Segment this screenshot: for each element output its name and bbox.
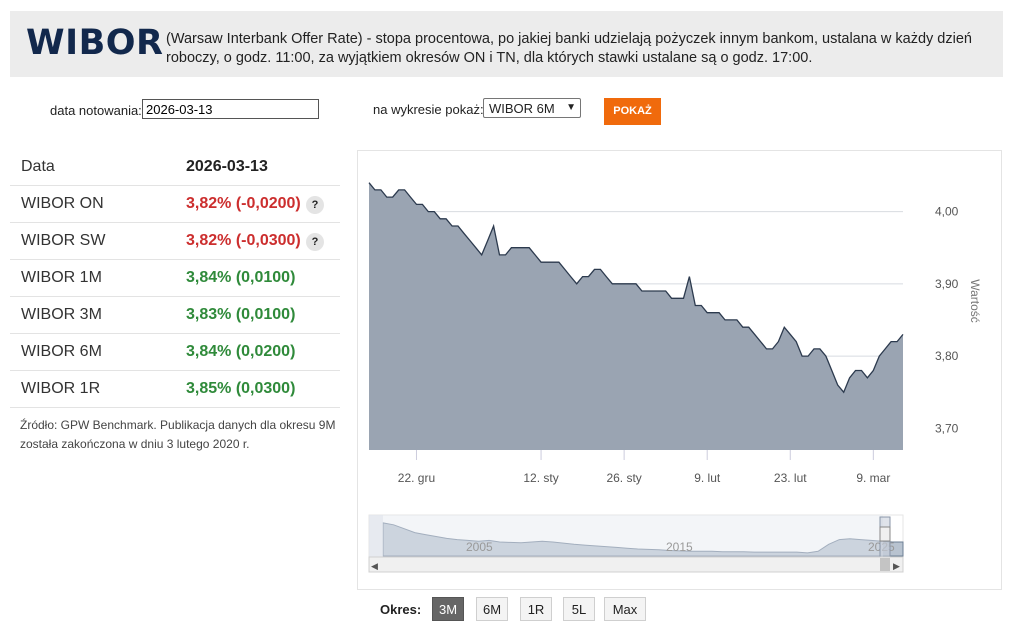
date-label: data notowania: <box>50 103 142 118</box>
table-row: WIBOR 1M 3,84% (0,0100) <box>10 260 340 297</box>
y-tick-label: 4,00 <box>935 205 959 219</box>
rate-value: 3,85% (0,0300) <box>186 380 296 397</box>
navigator[interactable]: 2005 2015 2025 ◀ ▶ <box>368 514 904 573</box>
help-icon[interactable]: ? <box>306 233 324 251</box>
x-tick-label: 26. sty <box>606 471 641 485</box>
rate-name: WIBOR 6M <box>21 343 102 360</box>
table-row: WIBOR 1R 3,85% (0,0300) <box>10 371 340 408</box>
x-tick-label: 9. lut <box>694 471 721 485</box>
chevron-down-icon: ▼ <box>566 102 576 113</box>
scroll-right-icon[interactable]: ▶ <box>893 561 900 571</box>
header-description: (Warsaw Interbank Offer Rate) - stopa pr… <box>166 31 972 66</box>
x-tick-label: 12. sty <box>523 471 558 485</box>
period-label: Okres: <box>380 602 422 617</box>
navigator-handle[interactable] <box>879 526 891 542</box>
chart-container: 4,00 3,90 3,80 3,70 22. gru 12. sty 26. sty 9.… <box>357 150 1002 590</box>
rate-value: 3,82% (-0,0300) <box>186 232 301 249</box>
wibor-logo: WIBOR <box>26 23 164 63</box>
date-input[interactable] <box>142 99 319 119</box>
header-banner: WIBOR (Warsaw Interbank Offer Rate) - st… <box>10 11 1003 77</box>
y-axis: 4,00 3,90 3,80 3,70 <box>935 205 959 436</box>
rate-chart: 4,00 3,90 3,80 3,70 22. gru 12. sty 26. sty 9.… <box>368 182 982 573</box>
table-row: WIBOR ON 3,82% (-0,0200) ? <box>10 186 340 223</box>
scroll-left-icon[interactable]: ◀ <box>371 561 378 571</box>
y-axis-title: Wartość <box>968 279 982 323</box>
rate-value: 3,84% (0,0100) <box>186 269 296 286</box>
table-row: WIBOR SW 3,82% (-0,0300) ? <box>10 223 340 260</box>
chart-select-label: na wykresie pokaż: <box>373 102 484 117</box>
x-axis: 22. gru 12. sty 26. sty 9. lut 23. lut 9. mar <box>398 450 890 485</box>
navigator-label: 2015 <box>666 540 693 554</box>
y-tick-label: 3,70 <box>935 421 959 435</box>
series-line <box>368 182 904 394</box>
rate-name: WIBOR ON <box>21 195 104 212</box>
table-row: WIBOR 3M 3,83% (0,0100) <box>10 297 340 334</box>
series-area <box>369 182 903 450</box>
rate-value: 3,83% (0,0100) <box>186 306 296 323</box>
header-date-value: 2026-03-13 <box>186 158 268 175</box>
scrollbar-thumb[interactable] <box>880 558 890 571</box>
rate-name: WIBOR SW <box>21 232 106 249</box>
period-5l-button[interactable]: 5L <box>563 597 595 621</box>
show-button[interactable]: POKAŻ <box>604 98 661 125</box>
x-tick-label: 22. gru <box>398 471 435 485</box>
x-tick-label: 23. lut <box>774 471 807 485</box>
y-tick-label: 3,80 <box>935 349 959 363</box>
rate-name: WIBOR 1M <box>21 269 102 286</box>
period-max-button[interactable]: Max <box>604 597 646 621</box>
period-1r-button[interactable]: 1R <box>520 597 552 621</box>
x-tick-label: 9. mar <box>856 471 890 485</box>
chart-series-select-value: WIBOR 6M <box>489 101 555 116</box>
navigator-mask <box>369 515 883 557</box>
header-date-label: Data <box>21 158 55 175</box>
source-note: Źródło: GPW Benchmark. Publikacja danych… <box>20 418 336 451</box>
period-6m-button[interactable]: 6M <box>476 597 508 621</box>
scrollbar-track[interactable] <box>368 556 904 573</box>
rate-value: 3,82% (-0,0200) <box>186 195 301 212</box>
chart-series-select[interactable]: WIBOR 6M ▼ <box>483 98 581 118</box>
period-3m-button[interactable]: 3M <box>432 597 464 621</box>
rate-name: WIBOR 3M <box>21 306 102 323</box>
table-header-row: Data 2026-03-13 <box>10 149 340 186</box>
navigator-label: 2005 <box>466 540 493 554</box>
table-row: WIBOR 6M 3,84% (0,0200) <box>10 334 340 371</box>
rate-value: 3,84% (0,0200) <box>186 343 296 360</box>
rate-name: WIBOR 1R <box>21 380 101 397</box>
rates-table: Data 2026-03-13 WIBOR ON 3,82% (-0,0200)… <box>10 149 340 408</box>
help-icon[interactable]: ? <box>306 196 324 214</box>
navigator-area <box>382 522 904 557</box>
y-tick-label: 3,90 <box>935 277 959 291</box>
